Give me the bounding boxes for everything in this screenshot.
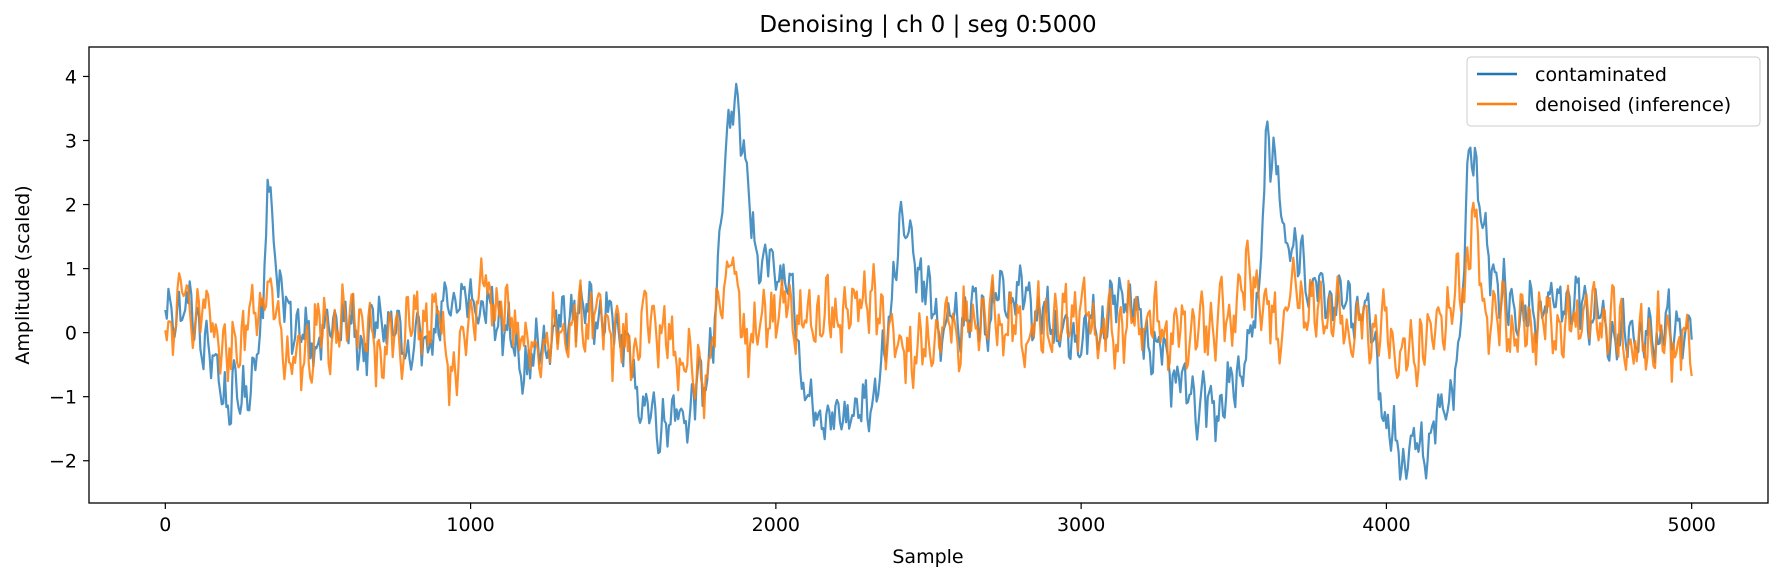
x-tick-label: 2000 — [752, 514, 800, 536]
x-tick-label: 1000 — [446, 514, 494, 536]
x-tick-label: 4000 — [1362, 514, 1410, 536]
legend-label-contaminated: contaminated — [1535, 64, 1667, 86]
y-tick-label: 1 — [65, 259, 77, 281]
y-axis-label: Amplitude (scaled) — [12, 185, 34, 364]
y-axis: −2 −1 0 1 2 3 4 — [49, 66, 89, 473]
x-tick-label: 3000 — [1057, 514, 1105, 536]
x-tick-label: 5000 — [1668, 514, 1716, 536]
legend-label-denoised: denoised (inference) — [1535, 94, 1731, 116]
y-tick-label: 0 — [65, 323, 77, 345]
y-tick-label: 2 — [65, 195, 77, 217]
chart-title: Denoising | ch 0 | seg 0:5000 — [759, 12, 1096, 38]
x-axis-label: Sample — [892, 546, 963, 568]
plot-frame — [88, 46, 1769, 504]
y-tick-label: −1 — [49, 387, 77, 409]
series-layer — [164, 82, 1693, 481]
y-tick-label: 4 — [65, 66, 77, 88]
series-line-contaminated — [164, 82, 1693, 481]
legend: contaminated denoised (inference) — [1466, 56, 1761, 127]
y-tick-label: 3 — [65, 131, 77, 153]
x-axis: 0 1000 2000 3000 4000 5000 — [159, 503, 1716, 536]
y-tick-label: −2 — [49, 451, 77, 473]
legend-box — [1466, 56, 1761, 127]
series-line-denoised — [164, 201, 1693, 420]
x-tick-label: 0 — [159, 514, 171, 536]
